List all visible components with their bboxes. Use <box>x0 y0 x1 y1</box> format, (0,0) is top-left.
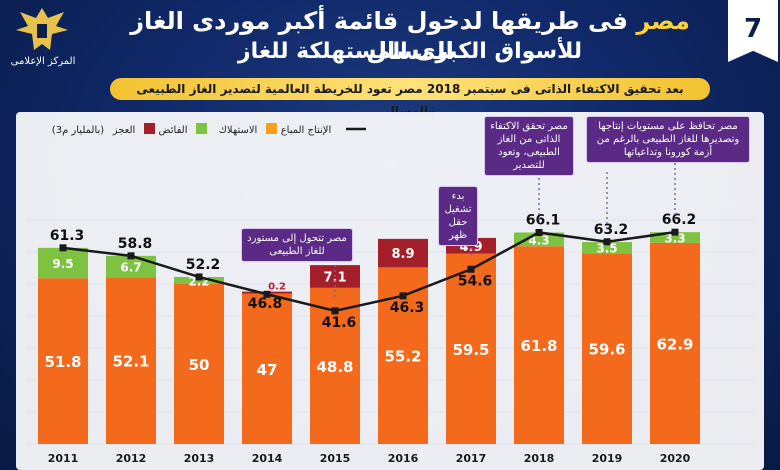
bar-consumption <box>582 253 632 444</box>
callout-2020: مصر تحافظ على مستويات إنتاجها وتصديرها ل… <box>586 116 750 163</box>
title-highlight: مصر <box>636 7 690 35</box>
chart-panel: الإنتاج المباع الاستهلاك الفائض العجز (بالمل… <box>16 112 764 470</box>
data-label-deficit: 7.1 <box>323 270 346 285</box>
page-title: مصر فى طريقها لدخول قائمة أكبر موردى الغ… <box>110 6 710 66</box>
callout-2017: بدء تشغيل حقل ظهر <box>438 186 478 246</box>
logo-caption: المركز الإعلامى <box>10 56 76 67</box>
bar-consumption <box>446 253 496 444</box>
point-production <box>195 273 203 281</box>
legend-unit-label: (بالمليار م3) <box>52 125 105 136</box>
data-label-surplus: 6.7 <box>120 261 141 275</box>
bar-deficit <box>378 238 428 268</box>
data-label-deficit: 8.9 <box>391 247 414 262</box>
point-production <box>263 290 271 298</box>
data-label-consumption: 62.9 <box>656 335 693 353</box>
bar-surplus <box>38 247 88 279</box>
bar-consumption <box>242 293 292 444</box>
data-label-consumption: 50 <box>189 356 210 374</box>
legend-swatch-consumption <box>266 123 277 134</box>
legend-label-production: الإنتاج المباع <box>281 125 332 136</box>
bar-consumption <box>650 242 700 444</box>
point-production <box>671 228 679 236</box>
bar-surplus <box>582 242 632 254</box>
point-production <box>467 265 475 273</box>
data-label-consumption: 61.8 <box>520 337 557 355</box>
data-label-consumption: 55.2 <box>384 348 421 366</box>
data-label-consumption: 52.1 <box>112 353 149 371</box>
bar-consumption <box>514 246 564 444</box>
x-tick-label: 2014 <box>252 452 283 465</box>
page-title-line2: للأسواق الكبرى المستهلكة للغاز <box>237 39 583 64</box>
data-label-production: 46.3 <box>390 300 425 316</box>
subtitle-banner: بعد تحقيق الاكتفاء الذاتى فى سبتمبر 2018… <box>110 78 710 118</box>
x-tick-label: 2019 <box>592 452 623 465</box>
legend-label-consumption: الاستهلاك <box>219 125 258 136</box>
data-label-production: 66.2 <box>662 212 697 228</box>
data-label-consumption: 48.8 <box>316 358 353 376</box>
point-production <box>603 238 611 246</box>
x-tick-label: 2015 <box>320 452 351 465</box>
data-label-production: 41.6 <box>322 315 357 331</box>
x-tick-label: 2016 <box>388 452 419 465</box>
data-label-consumption: 59.5 <box>452 341 489 359</box>
data-label-surplus: 3.3 <box>664 231 685 245</box>
page-number-badge: 7 <box>728 0 778 62</box>
bar-consumption <box>38 278 88 444</box>
data-label-deficit: 0.2 <box>268 282 286 293</box>
data-label-surplus: 9.5 <box>52 257 73 271</box>
gas-balance-chart: الإنتاج المباع الاستهلاك الفائض العجز (بالمل… <box>26 123 756 465</box>
legend-label-surplus: الفائض <box>159 125 188 136</box>
legend-swatch-deficit <box>144 123 155 134</box>
x-tick-label: 2017 <box>456 452 487 465</box>
line-production <box>62 230 676 313</box>
x-tick-label: 2012 <box>116 452 147 465</box>
bar-surplus <box>174 276 224 284</box>
x-tick-label: 2013 <box>184 452 215 465</box>
data-label-production: 52.2 <box>186 257 221 273</box>
page-number: 7 <box>743 14 763 44</box>
x-tick-label: 2020 <box>660 452 691 465</box>
callout-2015: مصر تتحول إلى مستورد للغاز الطبيعى <box>241 228 353 262</box>
point-production <box>399 292 407 300</box>
data-label-surplus: 4.3 <box>528 233 549 247</box>
x-tick-label: 2018 <box>524 452 555 465</box>
data-label-production: 61.3 <box>50 228 85 244</box>
point-production <box>59 244 67 252</box>
bar-consumption <box>174 284 224 444</box>
title-main: فى طريقها لدخول قائمة أكبر موردى الغاز ا… <box>130 7 628 65</box>
data-label-consumption: 51.8 <box>44 353 81 371</box>
point-production <box>331 307 339 315</box>
eagle-logo-icon <box>10 4 74 58</box>
legend-swatch-surplus <box>196 123 207 134</box>
x-tick-label: 2011 <box>48 452 79 465</box>
data-label-surplus: 3.5 <box>596 242 617 256</box>
bar-consumption <box>106 277 156 444</box>
data-label-production: 63.2 <box>594 222 629 238</box>
data-label-production: 46.8 <box>248 296 283 312</box>
legend-label-deficit: العجز <box>112 125 136 136</box>
data-label-production: 58.8 <box>118 236 153 252</box>
bar-surplus <box>650 232 700 243</box>
data-label-production: 54.6 <box>458 273 493 289</box>
data-label-production: 66.1 <box>526 212 561 228</box>
bar-surplus <box>106 255 156 278</box>
callout-2018: مصر تحقق الاكتفاء الذاتى من الغاز الطبيع… <box>484 116 574 176</box>
point-production <box>535 228 543 236</box>
point-production <box>127 252 135 260</box>
data-label-consumption: 59.6 <box>588 341 625 359</box>
bar-surplus <box>514 232 564 247</box>
data-label-consumption: 47 <box>257 361 278 379</box>
